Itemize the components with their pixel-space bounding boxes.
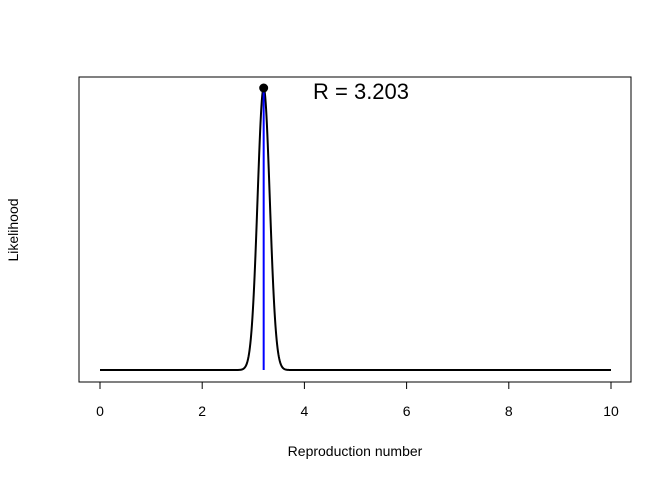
x-tick-label-2: 4: [301, 403, 309, 419]
plot-area: [100, 83, 611, 371]
plot-frame: [78, 76, 632, 383]
y-axis-label: Likelihood: [5, 198, 21, 261]
x-axis-label: Reproduction number: [288, 443, 423, 459]
peak-point: [259, 83, 269, 93]
x-tick-label-1: 2: [198, 403, 206, 419]
likelihood-curve: [100, 86, 611, 371]
peak-annotation: R = 3.203: [313, 79, 409, 104]
x-axis: 0 2 4 6 8 10: [96, 381, 619, 419]
x-tick-label-0: 0: [96, 403, 104, 419]
x-tick-label-4: 8: [505, 403, 513, 419]
x-tick-label-5: 10: [603, 403, 619, 419]
x-tick-label-3: 6: [403, 403, 411, 419]
